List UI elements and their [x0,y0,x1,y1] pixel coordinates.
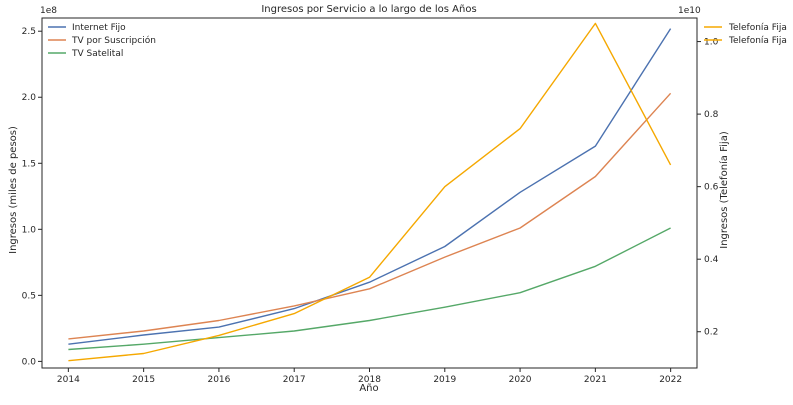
chart-title: Ingresos por Servicio a lo largo de los … [261,4,476,15]
left-y-tick-label: 2.0 [22,93,37,103]
left-axis-offset-label: 1e8 [40,6,57,16]
x-tick-label: 2022 [659,375,682,385]
x-tick-label: 2014 [57,375,80,385]
legend-label: Telefonía Fija [728,36,787,46]
left-y-axis-label: Ingresos (miles de pesos) [8,126,19,254]
x-axis: 2014 2015 2016 2017 2018 2019 2020 2021 2022 [57,368,682,385]
right-y-tick-label: 0.6 [704,183,719,193]
left-y-tick-label: 0.5 [22,291,36,301]
plot-area [41,17,698,369]
right-y-axis: 0.2 0.4 0.6 0.8 1.0 [697,38,719,338]
x-tick-label: 2016 [207,375,230,385]
legend-label: TV Satelital [71,49,123,59]
x-tick-label: 2015 [132,375,155,385]
left-y-tick-label: 1.0 [22,225,37,235]
legend-label: Telefonía Fija [728,23,787,33]
series-line-tv-satelital [68,227,671,351]
right-axis-offset-label: 1e10 [678,6,701,16]
left-y-tick-label: 1.5 [22,159,36,169]
left-y-tick-label: 0.0 [22,357,37,367]
series-line-tv-por-suscripcion [68,92,672,340]
series-line-telefonia-fija [68,22,672,362]
x-axis-label: Año [359,383,378,394]
left-y-axis: 0.0 0.5 1.0 1.5 2.0 2.5 [22,27,42,367]
left-y-tick-label: 2.5 [22,27,36,37]
series-line-internet-fijo [68,28,672,345]
x-tick-label: 2021 [584,375,607,385]
x-tick-label: 2017 [283,375,306,385]
right-y-tick-label: 0.2 [704,328,718,338]
x-tick-label: 2019 [433,375,456,385]
x-tick-label: 2020 [509,375,532,385]
series-lines [68,22,672,362]
right-y-axis-label: Ingresos (Telefonía Fija) [718,131,730,249]
right-y-tick-label: 0.4 [704,255,719,265]
legend-right: Telefonía Fija Telefonía Fija [704,23,787,46]
legend-label: Internet Fijo [72,23,126,33]
x-tick-label: 2018 [358,375,381,385]
right-y-tick-label: 0.8 [704,110,719,120]
legend-left: Internet Fijo TV por Suscripción TV Sateli… [48,23,156,59]
right-y-tick-label: 1.0 [704,38,719,48]
legend-label: TV por Suscripción [71,35,156,46]
